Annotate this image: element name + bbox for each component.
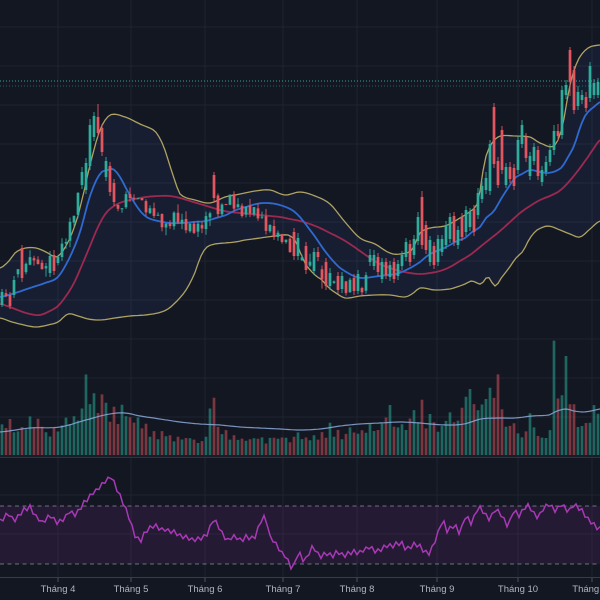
svg-text:Tháng 4: Tháng 4 xyxy=(41,584,76,595)
svg-text:Tháng 7: Tháng 7 xyxy=(266,584,301,595)
svg-text:Tháng 10: Tháng 10 xyxy=(498,584,538,595)
svg-text:Tháng 9: Tháng 9 xyxy=(420,584,455,595)
svg-text:Tháng 6: Tháng 6 xyxy=(188,584,223,595)
svg-text:Tháng 8: Tháng 8 xyxy=(340,584,375,595)
svg-text:Tháng 5: Tháng 5 xyxy=(114,584,149,595)
svg-text:Tháng 11: Tháng 11 xyxy=(572,584,600,595)
